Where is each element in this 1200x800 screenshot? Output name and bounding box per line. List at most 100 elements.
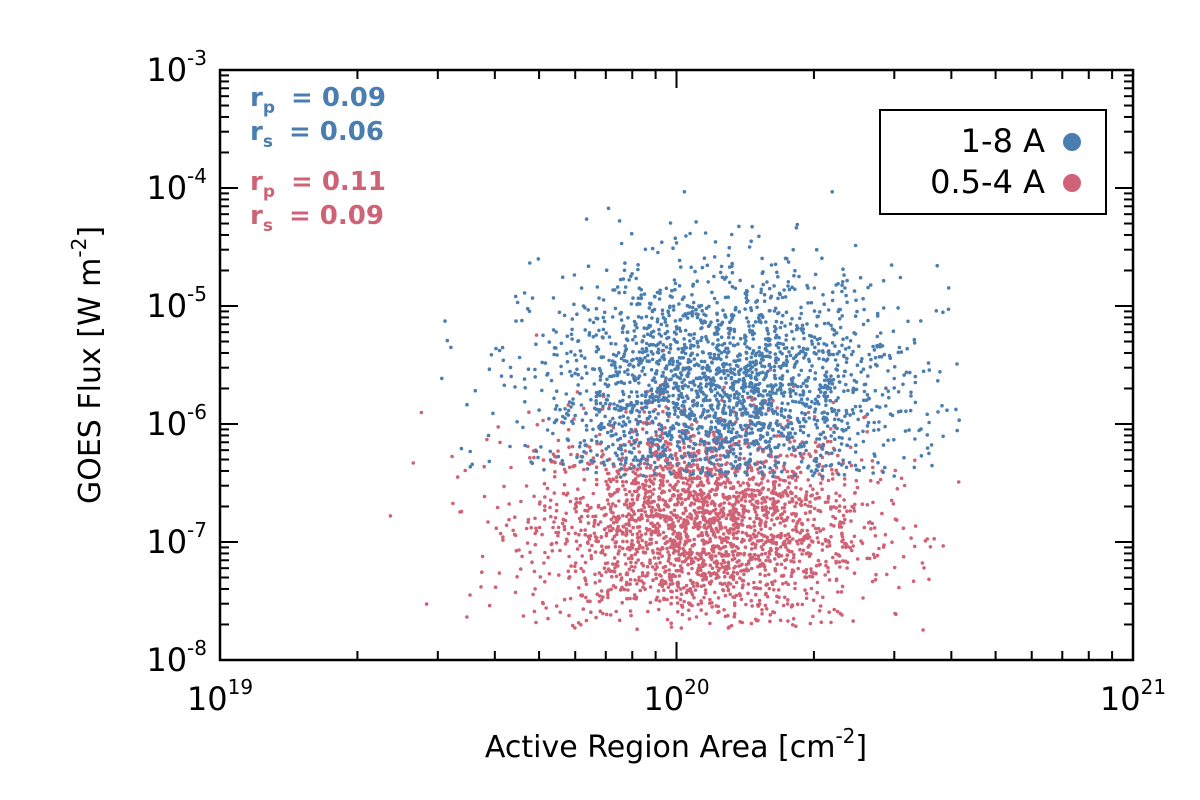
data-point <box>738 407 742 412</box>
data-point <box>532 494 536 499</box>
data-point <box>668 343 673 347</box>
data-point <box>813 345 817 350</box>
data-point <box>549 378 554 383</box>
data-point <box>884 404 888 408</box>
data-point <box>662 398 666 403</box>
data-point <box>786 532 791 536</box>
data-point <box>704 374 708 379</box>
data-point <box>707 304 711 309</box>
data-point <box>852 378 857 383</box>
data-point <box>604 533 609 538</box>
data-point <box>765 515 769 520</box>
data-point <box>843 286 847 290</box>
data-point <box>625 359 629 364</box>
data-point <box>652 477 657 481</box>
data-point <box>465 615 469 619</box>
data-point <box>708 355 713 360</box>
data-point <box>790 329 794 334</box>
data-point <box>814 459 818 464</box>
data-point <box>697 492 701 497</box>
data-point <box>651 421 655 425</box>
data-point <box>593 572 597 577</box>
data-point <box>731 427 735 431</box>
data-point <box>800 411 804 415</box>
data-point <box>618 475 623 479</box>
data-point <box>812 286 817 290</box>
data-point <box>768 355 772 359</box>
data-point <box>862 415 866 420</box>
data-point <box>899 409 903 414</box>
data-point <box>657 507 661 512</box>
data-point <box>573 506 577 511</box>
data-point <box>721 308 725 313</box>
data-point <box>585 503 590 508</box>
data-point <box>554 541 559 545</box>
data-point <box>652 487 656 492</box>
data-point <box>753 462 757 466</box>
data-point <box>655 360 659 365</box>
data-point <box>658 358 662 363</box>
data-point <box>581 607 586 611</box>
data-point <box>769 402 774 406</box>
data-point <box>419 410 424 415</box>
data-point <box>842 505 847 510</box>
data-point <box>752 488 756 493</box>
data-point <box>648 585 653 589</box>
data-point <box>791 537 795 541</box>
data-point <box>773 376 778 381</box>
data-point <box>661 449 666 453</box>
data-point <box>669 517 674 522</box>
data-point <box>741 398 746 402</box>
data-point <box>539 445 543 449</box>
data-point <box>830 341 835 345</box>
data-point <box>621 539 625 544</box>
data-point <box>860 541 865 545</box>
data-point <box>802 444 806 448</box>
data-point <box>731 388 735 392</box>
data-point <box>699 326 703 331</box>
data-point <box>576 621 581 625</box>
data-point <box>563 470 568 474</box>
data-point <box>493 585 498 589</box>
data-point <box>702 371 707 376</box>
data-point <box>741 389 746 394</box>
data-point <box>748 552 752 557</box>
data-point <box>525 306 530 311</box>
data-point <box>927 420 931 425</box>
data-point <box>646 499 650 504</box>
data-point <box>825 394 830 399</box>
data-point <box>721 364 726 369</box>
data-point <box>620 452 624 456</box>
data-point <box>670 590 674 594</box>
data-point <box>702 312 706 317</box>
data-point <box>771 398 775 403</box>
data-point <box>728 575 733 579</box>
data-point <box>605 561 610 565</box>
data-point <box>687 371 691 375</box>
data-point <box>722 399 727 404</box>
data-point <box>487 603 492 608</box>
data-point <box>711 382 716 387</box>
data-point <box>744 563 749 567</box>
data-point <box>715 544 719 548</box>
data-point <box>716 384 720 388</box>
data-point <box>799 368 804 373</box>
data-point <box>786 619 790 623</box>
data-point <box>725 346 730 351</box>
data-point <box>814 247 819 252</box>
data-point <box>842 498 846 502</box>
data-point <box>696 344 700 349</box>
data-point <box>738 491 742 495</box>
data-point <box>751 337 756 341</box>
data-point <box>443 319 447 323</box>
data-point <box>756 415 760 420</box>
data-point <box>759 290 763 295</box>
data-point <box>597 571 602 575</box>
data-point <box>754 359 758 363</box>
data-point <box>676 489 680 493</box>
data-point <box>631 357 635 362</box>
data-point <box>753 423 758 428</box>
data-point <box>748 403 753 407</box>
data-point <box>845 356 849 361</box>
data-point <box>718 453 723 458</box>
